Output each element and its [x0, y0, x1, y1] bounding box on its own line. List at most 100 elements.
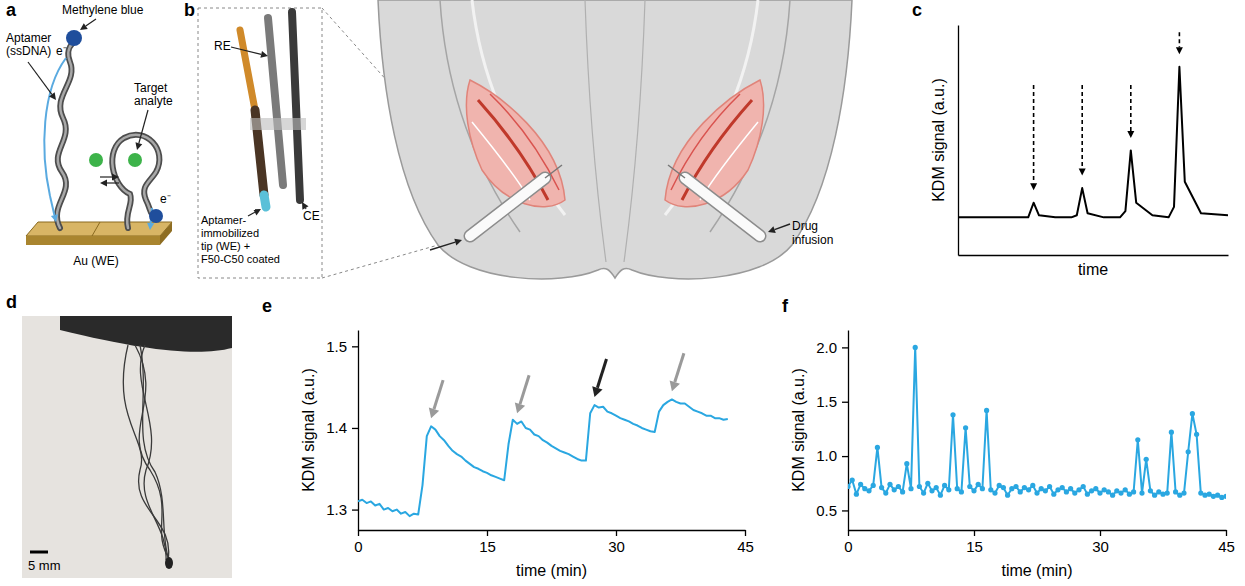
- x-tick: 45: [1218, 530, 1235, 555]
- x-tick-mark: [1100, 530, 1101, 536]
- y-tick-mark: [352, 509, 358, 510]
- pointer-head: [454, 239, 462, 246]
- scale-bar: [30, 551, 48, 554]
- x-tick-label: 30: [1092, 538, 1109, 555]
- x-tick: 0: [844, 530, 852, 555]
- y-tick: 1.0: [816, 447, 848, 464]
- working-electrode-wire: [240, 30, 255, 110]
- panel-letter: c: [912, 0, 922, 20]
- leg-line: [624, 0, 645, 262]
- x-tick-label: 15: [479, 538, 496, 555]
- x-tick-mark: [1226, 530, 1227, 536]
- label: Target: [134, 81, 168, 95]
- point: [929, 488, 934, 493]
- chart: 0 15 30 45 0.5 1.0 1.5 2.0 time (min) KDM signal …: [790, 331, 1235, 580]
- equilibrium-arrow-head: [100, 180, 107, 187]
- electrode-divider: [92, 222, 100, 236]
- annotation-arrow-shaft: [434, 380, 443, 409]
- point: [1001, 485, 1006, 490]
- y-tick: 1.3: [326, 501, 358, 518]
- annotation-arrow-head: [670, 380, 680, 391]
- electrode-front: [26, 236, 160, 245]
- x-tick: 0: [354, 530, 362, 555]
- point: [883, 490, 888, 495]
- label: RE: [214, 39, 231, 53]
- point: [1081, 484, 1086, 489]
- point: [892, 487, 897, 492]
- pointer-head: [768, 226, 776, 233]
- point: [896, 484, 901, 489]
- methylene-blue: [66, 30, 82, 46]
- syringe-outline: [685, 178, 760, 236]
- point: [1085, 492, 1090, 497]
- y-tick: 1.5: [816, 393, 848, 410]
- label: analyte: [134, 94, 173, 108]
- point: [1060, 485, 1065, 490]
- equilibrium-arrow-shaft: [107, 182, 119, 183]
- point: [976, 482, 981, 487]
- y-tick-mark: [842, 347, 848, 348]
- point: [1118, 490, 1123, 495]
- point: [1123, 487, 1128, 492]
- y-tick-mark: [352, 346, 358, 347]
- annotation-arrow-shaft: [1179, 32, 1181, 47]
- pointer-head: [135, 142, 142, 150]
- target-analyte: [89, 153, 103, 167]
- label: Drug: [792, 219, 818, 233]
- y-axis-line: [958, 26, 959, 256]
- pointer-shaft: [248, 212, 255, 216]
- point: [942, 483, 947, 488]
- point: [848, 484, 851, 489]
- plot-area: [358, 399, 728, 516]
- needle: [545, 165, 562, 178]
- label: (ssDNA): [6, 44, 51, 58]
- x-tick: 45: [737, 530, 754, 555]
- label: Methylene blue: [62, 3, 144, 17]
- annotation-arrow-head: [429, 407, 439, 418]
- point: [1051, 492, 1056, 497]
- chart: 01530451.31.41.5time (min)KDM signal (a.…: [300, 331, 754, 580]
- y-axis: 0.5 1.0 1.5 2.0: [816, 331, 848, 531]
- x-tick-mark: [848, 530, 849, 536]
- point: [887, 482, 892, 487]
- point: [879, 485, 884, 490]
- series-line: [358, 399, 728, 516]
- y-tick: 2.0: [816, 339, 848, 356]
- chart: timeKDM signal (a.u.): [930, 26, 1229, 279]
- point: [1068, 486, 1073, 491]
- point: [1186, 449, 1191, 454]
- series-line: [958, 67, 1228, 218]
- label: infusion: [792, 233, 833, 247]
- working-electrode-tip: [264, 195, 266, 207]
- label: tip (WE) +: [201, 240, 250, 252]
- y-axis-line: [848, 331, 849, 531]
- label: CE: [303, 209, 320, 223]
- sleeve: [250, 118, 306, 130]
- x-tick-label: 15: [966, 538, 983, 555]
- point: [913, 345, 918, 350]
- annotation-arrow-shaft: [520, 375, 529, 404]
- point: [921, 490, 926, 495]
- y-tick-label: 1.4: [326, 419, 347, 436]
- body: [378, 0, 852, 279]
- y-tick-label: 0.5: [816, 502, 837, 519]
- annotation-arrow-head: [1176, 47, 1183, 54]
- x-tick: 30: [1092, 530, 1109, 555]
- point: [1026, 487, 1031, 492]
- point: [1097, 490, 1102, 495]
- electron-path: [44, 58, 66, 196]
- annotation-arrow-shaft: [597, 359, 606, 388]
- pointer-shaft: [231, 47, 261, 54]
- point: [1064, 489, 1069, 494]
- zoom-box: [198, 8, 322, 278]
- y-axis-title: KDM signal (a.u.): [790, 368, 807, 492]
- x-axis-title: time: [1078, 261, 1108, 278]
- x-axis-title: time (min): [1001, 562, 1072, 579]
- point: [908, 486, 913, 491]
- annotation-arrow-head: [1079, 169, 1086, 176]
- point: [1018, 489, 1023, 494]
- y-axis-title: KDM signal (a.u.): [300, 368, 317, 492]
- electron-arrow-head: [51, 214, 58, 222]
- plot-area: [848, 345, 1226, 500]
- point: [871, 483, 876, 488]
